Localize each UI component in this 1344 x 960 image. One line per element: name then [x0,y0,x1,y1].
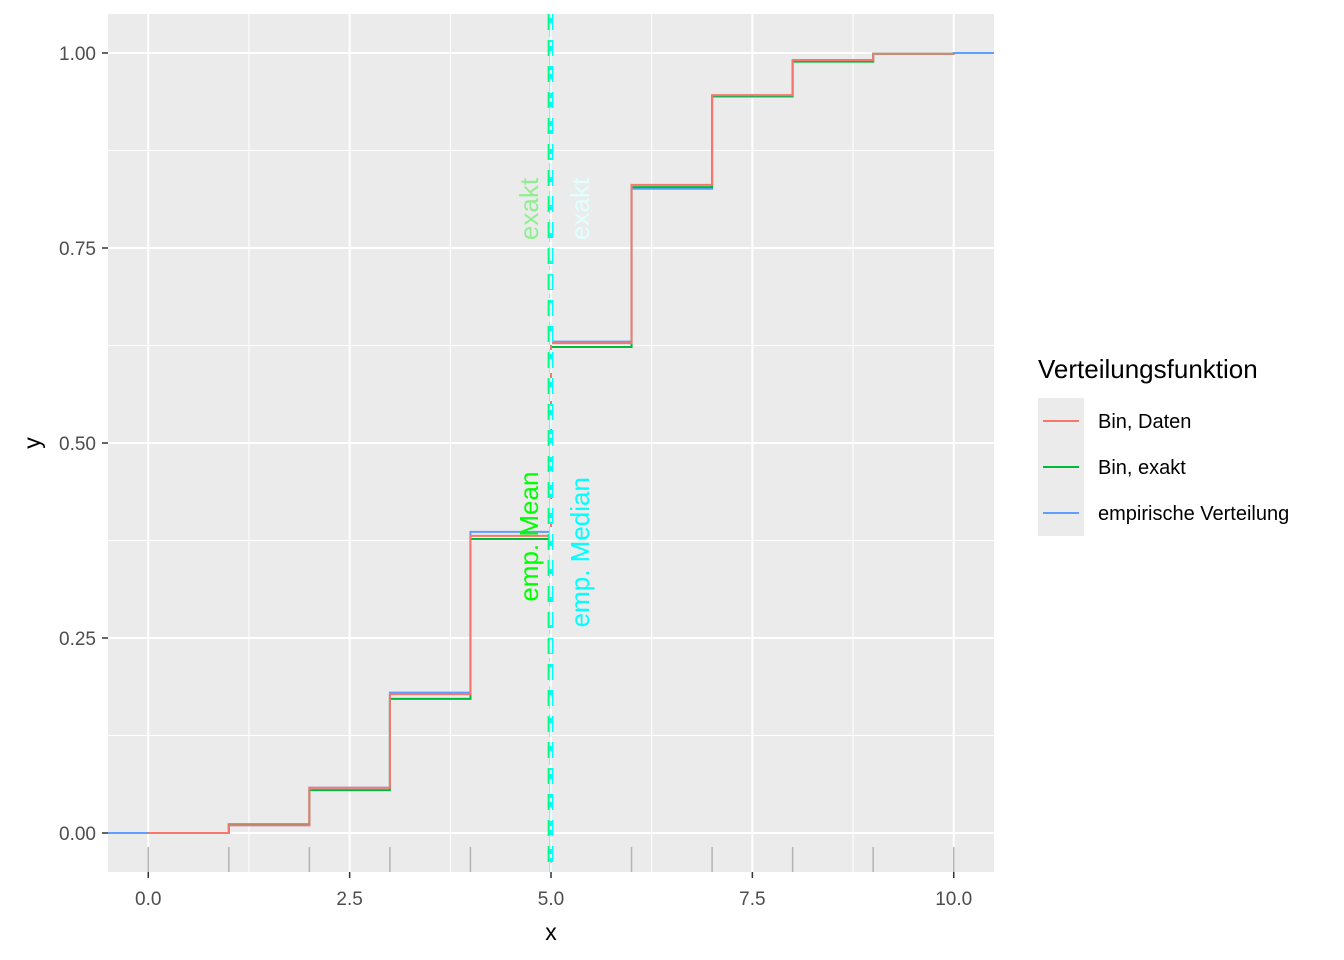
y-tick-label: 0.25 [59,629,96,650]
y-axis-title: y [19,437,45,449]
x-tick-label: 10.0 [935,889,972,910]
x-tick-label: 5.0 [538,889,564,910]
y-tick-label: 1.00 [59,44,96,65]
y-tick-label: 0.00 [59,824,96,845]
y-tick-label: 0.50 [59,434,96,455]
x-tick-label: 2.5 [336,889,362,910]
reference-line-label: exakt [565,177,595,240]
x-axis-title: x [545,919,557,945]
y-axis: 0.00 0.25 0.50 0.75 1.00 [59,44,108,845]
x-tick-label: 7.5 [739,889,765,910]
x-tick-label: 0.0 [135,889,161,910]
legend-label: Bin, Daten [1098,411,1191,433]
y-tick-label: 0.75 [59,239,96,260]
legend-label: Bin, exakt [1098,457,1186,479]
x-axis: 0.0 2.5 5.0 7.5 10.0 [135,872,972,910]
legend-title: Verteilungsfunktion [1038,354,1258,384]
reference-lines: emp. Mean emp. Median exakt exakt [514,14,595,872]
legend-label: empirische Verteilung [1098,503,1289,525]
reference-line-label: emp. Mean [514,472,544,602]
reference-line-label: emp. Median [565,477,595,627]
legend: Verteilungsfunktion Bin, Daten Bin, exakt… [1038,354,1289,536]
reference-line-label: exakt [514,177,544,240]
